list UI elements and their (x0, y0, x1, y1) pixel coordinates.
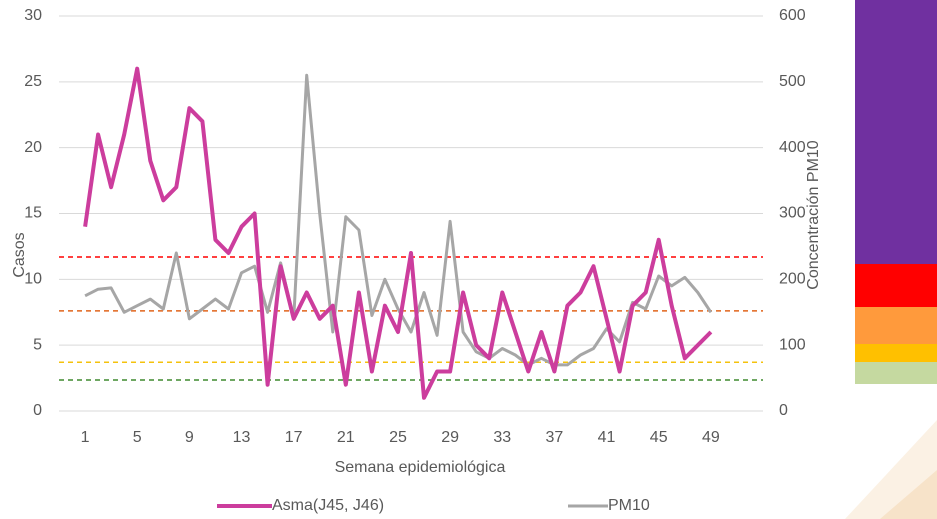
x-tick-label: 9 (185, 429, 194, 446)
y2-tick-label: 100 (779, 336, 806, 353)
scale-green (855, 362, 937, 384)
x-tick-label: 49 (702, 429, 720, 446)
scale-purple (855, 0, 937, 264)
scale-orange (855, 307, 937, 344)
x-tick-label: 25 (389, 429, 407, 446)
series-line (83, 66, 713, 400)
scale-red (855, 264, 937, 307)
scale-yellow (855, 344, 937, 362)
y2-tick-label: 200 (779, 271, 806, 288)
y2-axis-title: Concentración PM10 (805, 140, 822, 290)
decoration (880, 470, 937, 519)
legend-label: PM10 (608, 497, 650, 514)
y-tick-label: 5 (33, 336, 42, 353)
y-tick-label: 30 (24, 7, 42, 24)
x-tick-label: 41 (598, 429, 616, 446)
x-tick-label: 17 (285, 429, 303, 446)
x-tick-label: 5 (133, 429, 142, 446)
x-tick-label: 33 (493, 429, 511, 446)
x-tick-label: 1 (81, 429, 90, 446)
x-tick-label: 13 (233, 429, 251, 446)
x-tick-label: 45 (650, 429, 668, 446)
y2-tick-label: 400 (779, 139, 806, 156)
y-axis-title: Casos (11, 232, 28, 277)
y2-tick-label: 500 (779, 73, 806, 90)
y-tick-label: 25 (24, 73, 42, 90)
y-tick-label: 20 (24, 139, 42, 156)
y-tick-label: 0 (33, 402, 42, 419)
series-line (84, 73, 713, 367)
x-tick-label: 37 (546, 429, 564, 446)
x-tick-label: 29 (441, 429, 459, 446)
y2-tick-label: 300 (779, 205, 806, 222)
y2-tick-label: 0 (779, 402, 788, 419)
legend-label: Asma(J45, J46) (272, 497, 384, 514)
y-tick-label: 10 (24, 271, 42, 288)
y-tick-label: 15 (24, 205, 42, 222)
x-tick-label: 21 (337, 429, 355, 446)
y2-tick-label: 600 (779, 7, 806, 24)
x-axis-title: Semana epidemiológica (335, 459, 506, 476)
